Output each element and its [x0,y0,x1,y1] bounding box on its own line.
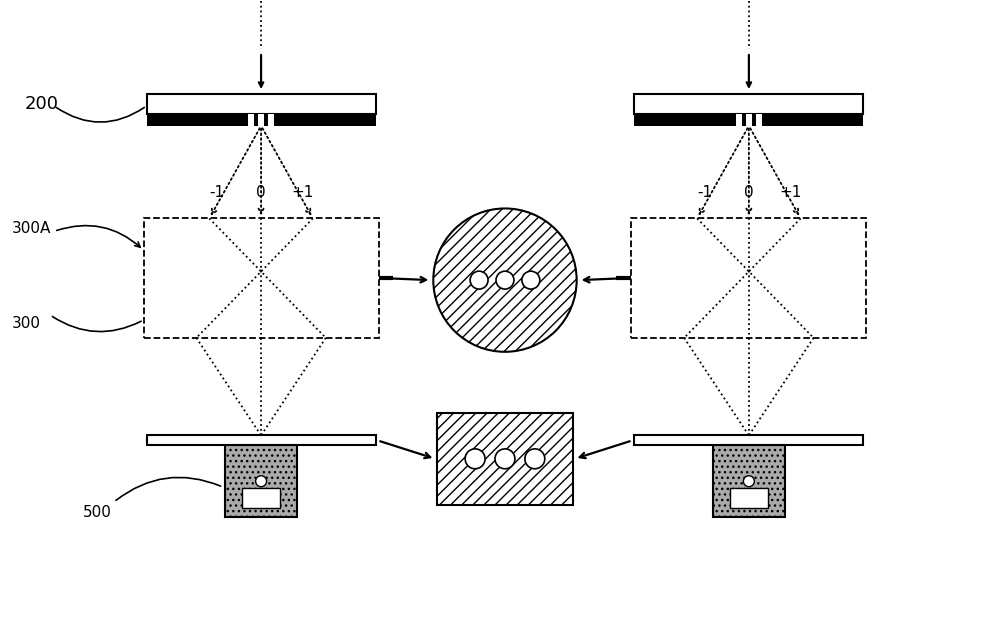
Bar [634,436,863,446]
Text: -1: -1 [697,185,712,200]
Text: 0: 0 [744,185,754,200]
Text: 500: 500 [83,504,112,520]
Bar [147,114,376,126]
Bar [242,488,280,508]
Bar [730,488,768,508]
Bar [736,114,742,126]
Text: -1: -1 [210,185,225,200]
Text: +1: +1 [779,185,801,200]
Circle shape [433,208,577,352]
Bar [634,114,863,126]
Text: +1: +1 [291,185,314,200]
Text: 300: 300 [12,316,41,331]
Circle shape [256,476,267,487]
Circle shape [465,449,485,469]
Bar [144,218,379,338]
Bar [746,114,752,126]
Bar [631,218,866,338]
Bar [258,114,264,126]
Bar [147,94,376,114]
Bar [225,446,297,517]
Bar [756,114,762,126]
Bar [437,413,573,505]
Circle shape [496,271,514,289]
Circle shape [495,449,515,469]
Text: 300A: 300A [12,221,52,237]
Circle shape [522,271,540,289]
Text: 0: 0 [256,185,266,200]
Bar [147,436,376,446]
Text: 200: 200 [24,95,58,113]
Bar [248,114,254,126]
Bar [634,94,863,114]
Circle shape [743,476,754,487]
Bar [268,114,274,126]
Bar [713,446,785,517]
Circle shape [525,449,545,469]
Circle shape [470,271,488,289]
